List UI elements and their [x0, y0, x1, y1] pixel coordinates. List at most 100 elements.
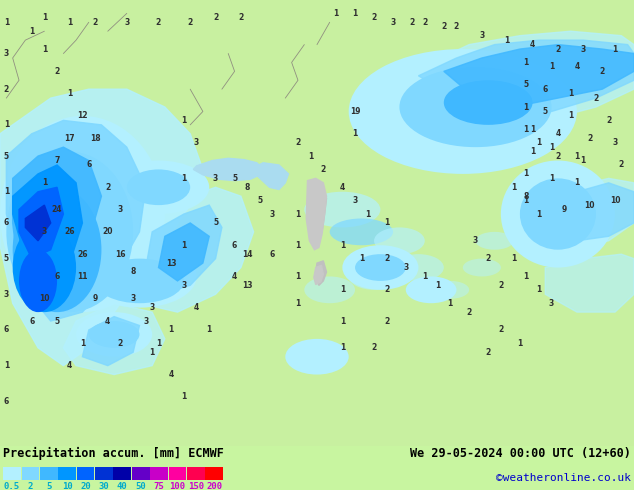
Text: 4: 4 — [105, 317, 110, 325]
Text: 4: 4 — [340, 183, 345, 192]
Ellipse shape — [355, 254, 406, 281]
Text: 2: 2 — [238, 13, 243, 23]
Polygon shape — [127, 187, 254, 312]
Text: 2: 2 — [555, 45, 560, 53]
Ellipse shape — [342, 245, 418, 290]
Ellipse shape — [393, 254, 444, 281]
Text: 1: 1 — [568, 111, 573, 121]
Text: 3: 3 — [4, 290, 9, 299]
Polygon shape — [193, 158, 263, 181]
Polygon shape — [0, 89, 203, 366]
Text: 0.5: 0.5 — [4, 482, 20, 490]
Text: 1: 1 — [353, 129, 358, 138]
Ellipse shape — [13, 187, 101, 312]
Text: 2: 2 — [486, 348, 491, 357]
Text: 5: 5 — [4, 151, 9, 161]
Text: 1: 1 — [530, 147, 535, 156]
Text: 2: 2 — [498, 281, 503, 290]
Text: 5: 5 — [543, 107, 548, 116]
Text: 2: 2 — [600, 67, 605, 76]
Ellipse shape — [0, 116, 165, 312]
Polygon shape — [63, 303, 165, 374]
Text: 150: 150 — [188, 482, 204, 490]
Text: 3: 3 — [124, 18, 129, 27]
Text: 10: 10 — [39, 294, 49, 303]
Text: 6: 6 — [4, 325, 9, 335]
Polygon shape — [418, 40, 634, 116]
Text: 1: 1 — [340, 317, 345, 325]
Text: 10: 10 — [585, 200, 595, 210]
Text: 2: 2 — [372, 343, 377, 352]
Text: 75: 75 — [154, 482, 164, 490]
Text: 1: 1 — [549, 143, 554, 151]
Text: 2: 2 — [295, 138, 301, 147]
Text: 2: 2 — [188, 18, 193, 27]
Text: 1: 1 — [536, 210, 541, 219]
Text: 3: 3 — [181, 281, 186, 290]
Text: 1: 1 — [181, 116, 186, 125]
Text: 1: 1 — [524, 196, 529, 205]
Polygon shape — [444, 45, 634, 107]
Ellipse shape — [399, 67, 552, 147]
FancyBboxPatch shape — [150, 466, 168, 480]
Text: 1: 1 — [181, 241, 186, 250]
Ellipse shape — [76, 312, 152, 357]
Text: 17: 17 — [65, 134, 75, 143]
Polygon shape — [250, 163, 288, 190]
Text: 2: 2 — [28, 482, 33, 490]
FancyBboxPatch shape — [22, 466, 39, 480]
Text: 4: 4 — [67, 361, 72, 370]
Ellipse shape — [13, 223, 76, 312]
Text: 3: 3 — [150, 303, 155, 312]
Text: 2: 2 — [619, 161, 624, 170]
Text: 5: 5 — [257, 196, 262, 205]
Text: 3: 3 — [403, 263, 408, 272]
Polygon shape — [13, 165, 82, 285]
Ellipse shape — [476, 232, 514, 250]
Text: 2: 2 — [105, 183, 110, 192]
Text: 1: 1 — [295, 299, 301, 308]
Text: 12: 12 — [77, 111, 87, 121]
Text: 50: 50 — [136, 482, 146, 490]
Polygon shape — [314, 265, 323, 285]
Text: 1: 1 — [612, 45, 618, 53]
Ellipse shape — [444, 80, 533, 125]
FancyBboxPatch shape — [58, 466, 76, 480]
Ellipse shape — [374, 227, 425, 254]
Ellipse shape — [349, 263, 399, 290]
Text: 3: 3 — [549, 299, 554, 308]
Text: 3: 3 — [143, 317, 148, 325]
Text: 1: 1 — [568, 89, 573, 98]
Text: 6: 6 — [4, 397, 9, 406]
Text: 1: 1 — [353, 9, 358, 18]
Text: 2: 2 — [321, 165, 326, 174]
Text: 1: 1 — [67, 18, 72, 27]
Text: 2: 2 — [372, 13, 377, 23]
Text: 2: 2 — [93, 18, 98, 27]
Ellipse shape — [501, 161, 615, 268]
Text: 30: 30 — [99, 482, 109, 490]
Text: 4: 4 — [530, 40, 535, 49]
Text: 1: 1 — [505, 36, 510, 45]
Polygon shape — [82, 317, 139, 366]
Text: 2: 2 — [441, 22, 446, 31]
Text: 1: 1 — [549, 62, 554, 72]
Ellipse shape — [19, 250, 57, 312]
Text: 5: 5 — [232, 174, 237, 183]
Text: 2: 2 — [55, 67, 60, 76]
Text: 3: 3 — [479, 31, 484, 40]
Text: 2: 2 — [384, 317, 389, 325]
Polygon shape — [146, 205, 222, 294]
Text: 6: 6 — [55, 272, 60, 281]
Text: 1: 1 — [42, 13, 47, 23]
Text: 9: 9 — [562, 205, 567, 214]
Ellipse shape — [349, 49, 577, 174]
Text: 2: 2 — [384, 285, 389, 294]
Ellipse shape — [285, 339, 349, 374]
Text: 5: 5 — [213, 219, 218, 227]
Text: 1: 1 — [150, 348, 155, 357]
Text: 1: 1 — [384, 219, 389, 227]
FancyBboxPatch shape — [40, 466, 58, 480]
Text: 1: 1 — [4, 187, 9, 196]
FancyBboxPatch shape — [205, 466, 223, 480]
